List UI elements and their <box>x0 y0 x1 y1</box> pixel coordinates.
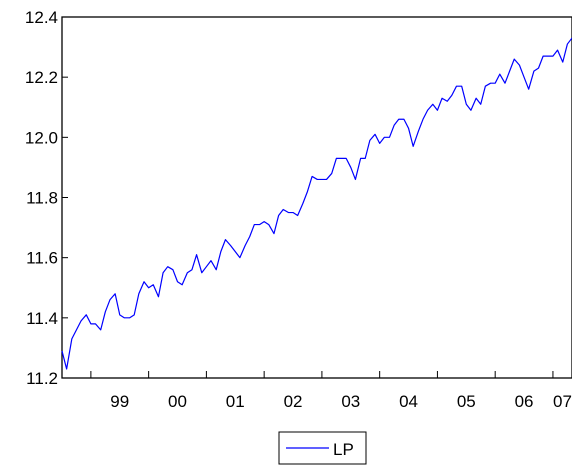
series-layer <box>61 37 572 370</box>
plot-frame <box>61 16 572 379</box>
x-tick-label: 05 <box>457 392 476 411</box>
y-tick-label: 11.6 <box>26 249 58 268</box>
x-tick-label: 01 <box>226 392 245 411</box>
series-line-lp <box>61 37 572 370</box>
x-tick-label: 00 <box>168 392 187 411</box>
y-tick-label: 11.4 <box>26 309 58 328</box>
y-axis: 11.2 11.4 11.6 11.8 12.0 12.2 12.4 <box>25 8 68 388</box>
legend: LP <box>278 431 367 465</box>
y-tick-label: 11.8 <box>26 189 58 208</box>
x-tick-label: 99 <box>110 392 129 411</box>
x-tick-label: 03 <box>341 392 360 411</box>
y-tick-label: 12.4 <box>25 8 58 27</box>
y-tick-label: 12.2 <box>25 68 58 87</box>
x-tick-label: 06 <box>515 392 534 411</box>
y-tick-label: 12.0 <box>25 128 58 147</box>
x-tick-label: 02 <box>284 392 303 411</box>
x-tick-label: 07 <box>553 392 572 411</box>
x-tick-label: 04 <box>399 392 418 411</box>
x-axis: 99 00 01 02 03 04 05 06 07 <box>90 371 572 411</box>
legend-label: LP <box>333 440 354 459</box>
y-tick-label: 11.2 <box>26 369 58 388</box>
